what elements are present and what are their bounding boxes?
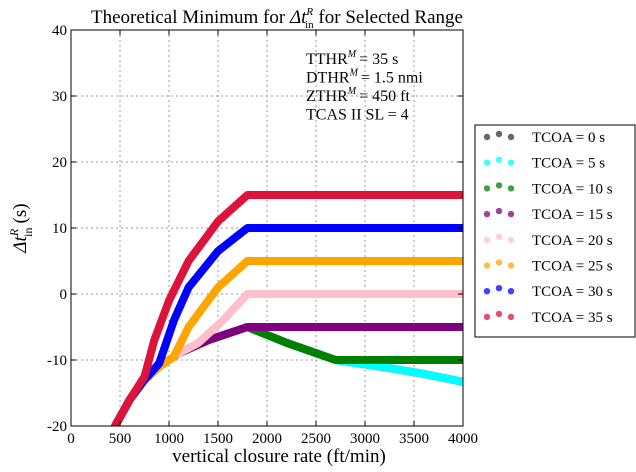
legend-marker [495,156,503,163]
x-tick-label: 3000 [350,431,380,447]
legend-marker [483,313,491,321]
ticks: 0 500 1000 1500 2000 2500 3000 3500 4000 -20 -10 0 1… [47,23,478,447]
x-tick-label: 1000 [154,431,184,447]
x-tick-label: 500 [109,431,132,447]
legend-label: TCOA = 10 s [532,181,613,197]
legend-item: TCOA = 10 s [483,181,613,197]
x-tick-label: 0 [67,431,75,447]
legend-marker [495,310,503,318]
y-title-sub: in [21,227,35,236]
chart-title: Theoretical Minimum for ΔtR in for Select… [91,6,463,31]
x-tick-label: 1500 [203,431,233,447]
legend-label: TCOA = 5 s [532,156,605,172]
legend-marker [495,182,503,189]
annotation-line: ZTHRM = 450 ft [306,86,410,105]
legend-marker [507,185,515,192]
legend-marker [495,207,503,215]
legend-marker [507,313,515,321]
legend-marker [507,159,515,166]
series-line-tcoa-7 [111,191,463,426]
legend-item: TCOA = 35 s [483,310,613,326]
y-title-sup: R [7,228,21,237]
legend-marker [483,262,491,269]
legend-item: TCOA = 20 s [483,233,613,249]
x-tick-label: 3500 [399,431,429,447]
legend: TCOA = 0 s TCOA = 5 s TCOA = 10 s TCOA = 15… [474,124,636,338]
legend-label: TCOA = 25 s [532,259,613,275]
legend-marker [483,185,491,192]
legend-marker [495,130,503,138]
x-axis-title: vertical closure rate (ft/min) [172,446,386,467]
title-symbol-sub: in [305,19,314,31]
legend-marker [483,210,491,218]
legend-item: TCOA = 25 s [483,259,613,275]
y-tick-label: 40 [52,23,67,39]
x-tick-label: 2000 [252,431,282,447]
y-tick-label: -10 [47,353,67,369]
y-title-unit: (s) [10,203,31,223]
legend-label: TCOA = 0 s [532,130,605,146]
annotation-line: TTHRM = 35 s [306,49,398,68]
title-prefix: Theoretical Minimum for [91,7,290,28]
legend-marker [483,236,491,243]
x-tick-label: 4000 [448,431,478,447]
legend-marker [483,288,491,295]
title-symbol: Δt [289,7,307,28]
x-tick-label: 2500 [301,431,331,447]
y-axis-title: ΔtRin (s) [7,203,35,253]
legend-marker [483,133,491,141]
legend-marker [495,285,503,292]
legend-marker [507,133,515,141]
legend-label: TCOA = 20 s [532,233,613,249]
legend-label: TCOA = 15 s [532,207,613,223]
y-tick-label: 20 [52,155,67,171]
legend-label: TCOA = 30 s [532,284,613,300]
legend-label: TCOA = 35 s [532,310,613,326]
y-tick-label: -20 [47,419,67,435]
series-layer [111,191,463,426]
svg-text:ΔtRin(s): ΔtRin (s) [7,203,35,253]
legend-marker [507,236,515,243]
legend-item: TCOA = 0 s [483,130,605,146]
annotation-line: DTHRM = 1.5 nmi [306,68,423,87]
legend-marker [483,159,491,166]
legend-marker [507,288,515,295]
legend-item: TCOA = 15 s [483,207,613,223]
legend-marker [495,233,503,240]
legend-item: TCOA = 30 s [483,284,613,300]
y-tick-label: 10 [52,221,67,237]
title-suffix: for Selected Range [314,7,463,28]
annotation-line: TCAS II SL = 4 [306,107,409,124]
legend-marker [507,210,515,218]
legend-item: TCOA = 5 s [483,156,605,172]
legend-marker [495,259,503,266]
legend-marker [507,262,515,269]
title-symbol-sup: R [305,6,313,18]
y-title-symbol: Δt [10,235,31,253]
y-tick-label: 30 [52,89,67,105]
y-tick-label: 0 [60,287,68,303]
